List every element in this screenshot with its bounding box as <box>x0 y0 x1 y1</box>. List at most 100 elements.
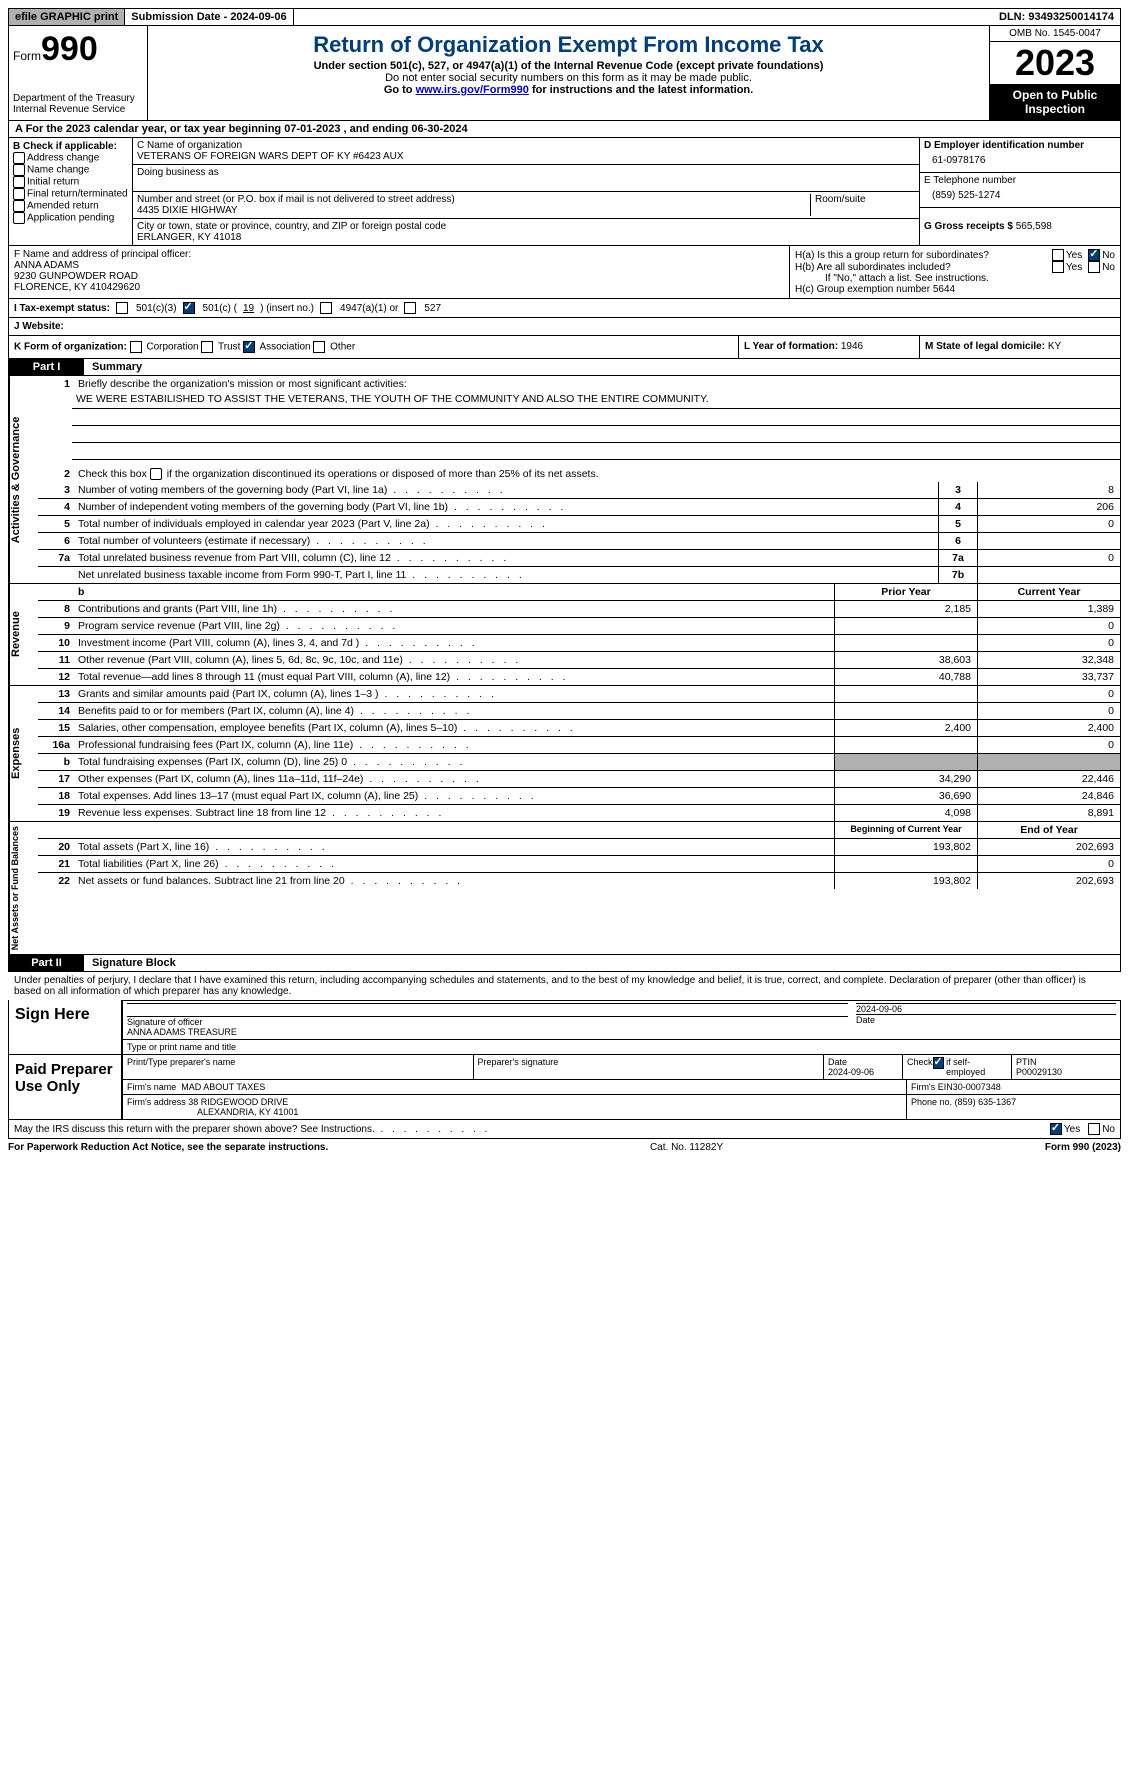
net-rows: Beginning of Current Year End of Year 20… <box>38 822 1120 954</box>
q1-blank1 <box>72 409 1120 426</box>
line-i: I Tax-exempt status: 501(c)(3) 501(c) (1… <box>9 299 1120 318</box>
i-501c[interactable] <box>183 302 195 314</box>
i-label: I Tax-exempt status: <box>14 303 110 314</box>
h-a-no[interactable] <box>1088 249 1100 261</box>
c-city-label: City or town, state or province, country… <box>137 221 915 232</box>
k-corp[interactable] <box>130 341 142 353</box>
h-c-value: 5644 <box>933 284 955 295</box>
c-city: City or town, state or province, country… <box>133 219 919 245</box>
line-a: A For the 2023 calendar year, or tax yea… <box>8 121 1121 138</box>
part1-header: Part I Summary <box>8 359 1121 376</box>
i-501c3[interactable] <box>116 302 128 314</box>
c-city-value: ERLANGER, KY 41018 <box>137 232 915 243</box>
open-public: Open to Public Inspection <box>990 84 1120 120</box>
efile-label[interactable]: efile GRAPHIC print <box>9 9 125 25</box>
c-name: C Name of organization VETERANS OF FOREI… <box>133 138 919 165</box>
row-20: 20 Total assets (Part X, line 16) 193,80… <box>38 839 1120 856</box>
ssn-warning: Do not enter social security numbers on … <box>152 72 985 84</box>
rev-rows: b Prior Year Current Year 8 Contribution… <box>38 584 1120 685</box>
i-4947[interactable] <box>320 302 332 314</box>
part1-label: Part I <box>9 359 84 375</box>
b-opt-4[interactable]: Amended return <box>13 200 128 212</box>
b-opt-0[interactable]: Address change <box>13 152 128 164</box>
q2-check[interactable] <box>150 468 162 480</box>
self-emp: Check if self-employed <box>902 1055 1011 1079</box>
f-addr2: FLORENCE, KY 410429620 <box>14 282 784 293</box>
l-value: 1946 <box>841 341 863 352</box>
row-17: 17 Other expenses (Part IX, column (A), … <box>38 771 1120 788</box>
ptin: PTINP00029130 <box>1011 1055 1120 1079</box>
header-left: Form990 Department of the Treasury Inter… <box>9 26 148 120</box>
b-opt-2[interactable]: Initial return <box>13 176 128 188</box>
q1-value: WE WERE ESTABILISHED TO ASSIST THE VETER… <box>72 392 1120 409</box>
summary-rev: Revenue b Prior Year Current Year 8 Cont… <box>8 584 1121 686</box>
row-10: 10 Investment income (Part VIII, column … <box>38 635 1120 652</box>
q2: 2 Check this box if the organization dis… <box>38 466 1120 482</box>
sign-here-label: Sign Here <box>9 1000 122 1054</box>
k-trust[interactable] <box>201 341 213 353</box>
l-label: L Year of formation: <box>744 341 838 352</box>
tax-year: 2023 <box>990 42 1120 84</box>
ij-block: I Tax-exempt status: 501(c)(3) 501(c) (1… <box>8 299 1121 336</box>
f-addr1: 9230 GUNPOWDER ROAD <box>14 271 784 282</box>
q1: 1 Briefly describe the organization's mi… <box>38 376 1120 466</box>
omb-number: OMB No. 1545-0047 <box>990 26 1120 42</box>
b-opt-1[interactable]: Name change <box>13 164 128 176</box>
line-m: M State of legal domicile: KY <box>919 336 1120 358</box>
h-b-yes[interactable] <box>1052 261 1064 273</box>
bcdeg-block: B Check if applicable: Address change Na… <box>8 138 1121 246</box>
k-label: K Form of organization: <box>14 342 127 353</box>
tab-exp: Expenses <box>9 686 38 821</box>
discuss-yes[interactable] <box>1050 1123 1062 1135</box>
discuss-no[interactable] <box>1088 1123 1100 1135</box>
boy-hdr: Beginning of Current Year <box>834 822 977 838</box>
h-c-label: H(c) Group exemption number <box>795 284 933 295</box>
e-value: (859) 525-1274 <box>924 186 1116 205</box>
type-name: Type or print name and title <box>122 1039 1120 1054</box>
tab-gov: Activities & Governance <box>9 376 38 583</box>
c-room: Room/suite <box>810 194 915 216</box>
gov-rows: 1 Briefly describe the organization's mi… <box>38 376 1120 583</box>
g-value: 565,598 <box>1016 221 1052 232</box>
footer-right: Form 990 (2023) <box>1045 1142 1121 1153</box>
line-k: K Form of organization: Corporation Trus… <box>9 336 738 358</box>
self-emp-check[interactable] <box>933 1057 945 1069</box>
i-527[interactable] <box>404 302 416 314</box>
gov-row-3: 3 Number of voting members of the govern… <box>38 482 1120 499</box>
h-c: H(c) Group exemption number 5644 <box>795 284 1115 295</box>
h-b-no[interactable] <box>1088 261 1100 273</box>
rev-b: b <box>74 584 834 600</box>
c-street: Number and street (or P.O. box if mail i… <box>137 194 810 216</box>
row-13: 13 Grants and similar amounts paid (Part… <box>38 686 1120 703</box>
c-street-value: 4435 DIXIE HIGHWAY <box>137 205 810 216</box>
section-f: F Name and address of principal officer:… <box>9 246 790 298</box>
paid-label: Paid Preparer Use Only <box>9 1055 122 1119</box>
q1-num: 1 <box>38 376 74 392</box>
b-opt-3[interactable]: Final return/terminated <box>13 188 128 200</box>
b-title: B Check if applicable: <box>13 141 128 152</box>
h-a-yes[interactable] <box>1052 249 1064 261</box>
g-receipts: G Gross receipts $ 565,598 <box>920 208 1120 234</box>
k-assoc[interactable] <box>243 341 255 353</box>
header-right: OMB No. 1545-0047 2023 Open to Public In… <box>990 26 1120 120</box>
summary-net: Net Assets or Fund Balances Beginning of… <box>8 822 1121 955</box>
g-label: G Gross receipts $ <box>924 221 1013 232</box>
q1-blank2 <box>72 426 1120 443</box>
form-subtitle: Under section 501(c), 527, or 4947(a)(1)… <box>152 60 985 72</box>
row-b: b Total fundraising expenses (Part IX, c… <box>38 754 1120 771</box>
k-other[interactable] <box>313 341 325 353</box>
goto-link[interactable]: www.irs.gov/Form990 <box>416 84 529 96</box>
eoy-hdr: End of Year <box>977 822 1120 838</box>
part2-label: Part II <box>9 955 84 971</box>
b-opt-5[interactable]: Application pending <box>13 212 128 224</box>
c-dba-label: Doing business as <box>137 167 915 178</box>
c-name-label: C Name of organization <box>137 140 915 151</box>
exp-rows: 13 Grants and similar amounts paid (Part… <box>38 686 1120 821</box>
row-18: 18 Total expenses. Add lines 13–17 (must… <box>38 788 1120 805</box>
j-label: J Website: <box>14 321 64 332</box>
part2-title: Signature Block <box>84 955 184 971</box>
footer-left: For Paperwork Reduction Act Notice, see … <box>8 1142 328 1153</box>
sig-date: 2024-09-06 Date <box>852 1000 1120 1039</box>
submission-date: Submission Date - 2024-09-06 <box>125 9 293 25</box>
sig-officer[interactable]: Signature of officer ANNA ADAMS TREASURE <box>122 1000 852 1039</box>
